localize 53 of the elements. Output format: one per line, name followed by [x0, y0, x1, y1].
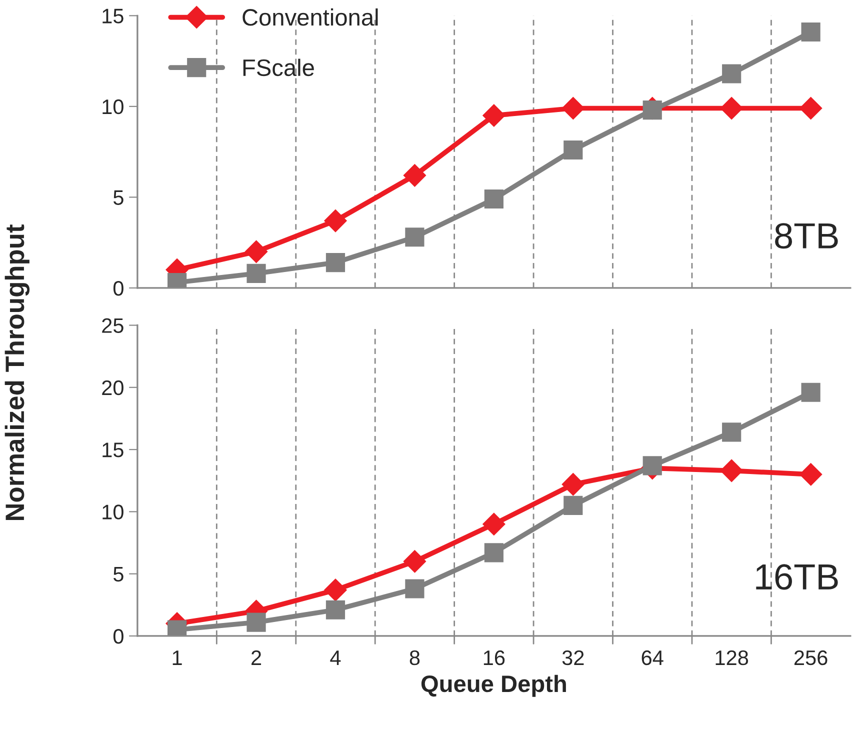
x-tick-label: 256 [794, 650, 828, 666]
point [482, 104, 506, 127]
point [720, 96, 743, 120]
y-tick-label: 20 [102, 380, 124, 396]
point [244, 240, 268, 263]
legend-label: Conventional [242, 8, 378, 26]
y-tick-label: 15 [102, 442, 124, 458]
x-axis-title: Queue Depth [421, 674, 566, 697]
point [564, 496, 583, 516]
y-tick-label: 10 [102, 504, 124, 520]
point [720, 459, 743, 482]
point [246, 264, 266, 283]
point [722, 64, 742, 84]
y-tick-label: 0 [113, 280, 124, 296]
point [799, 463, 822, 486]
x-tick-label: 8 [410, 650, 420, 666]
point [324, 578, 347, 602]
point [801, 382, 820, 402]
point [405, 228, 424, 247]
point [564, 140, 583, 160]
x-tick-label: 64 [642, 650, 664, 666]
point [642, 456, 662, 476]
point [484, 543, 504, 562]
annotation: 8TB [775, 223, 838, 249]
point [324, 209, 347, 232]
point [562, 473, 584, 496]
point [403, 164, 426, 187]
point [405, 579, 424, 598]
point [484, 189, 504, 209]
x-tick-label: 16 [484, 650, 505, 666]
annotation: 16TB [756, 564, 838, 590]
legend-label: FScale [243, 58, 314, 76]
y-tick-label: 5 [113, 567, 124, 582]
y-tick-label: 0 [113, 628, 124, 644]
point [326, 252, 346, 272]
x-tick-label: 32 [562, 650, 584, 666]
y-axis-title: Normalized Throughput [4, 224, 30, 520]
x-tick-label: 1 [172, 650, 182, 665]
point [326, 600, 346, 620]
point [722, 422, 742, 442]
point [246, 612, 266, 632]
point [482, 512, 506, 536]
point [642, 100, 662, 120]
y-tick-label: 15 [102, 8, 124, 24]
point [801, 22, 820, 42]
y-tick-label: 10 [102, 99, 124, 114]
x-tick-label: 4 [330, 650, 341, 665]
x-tick-label: 2 [252, 650, 262, 665]
point [403, 550, 426, 573]
point [562, 96, 584, 120]
x-tick-label: 128 [716, 650, 748, 666]
y-tick-label: 5 [113, 190, 124, 205]
y-tick-label: 25 [102, 318, 124, 334]
